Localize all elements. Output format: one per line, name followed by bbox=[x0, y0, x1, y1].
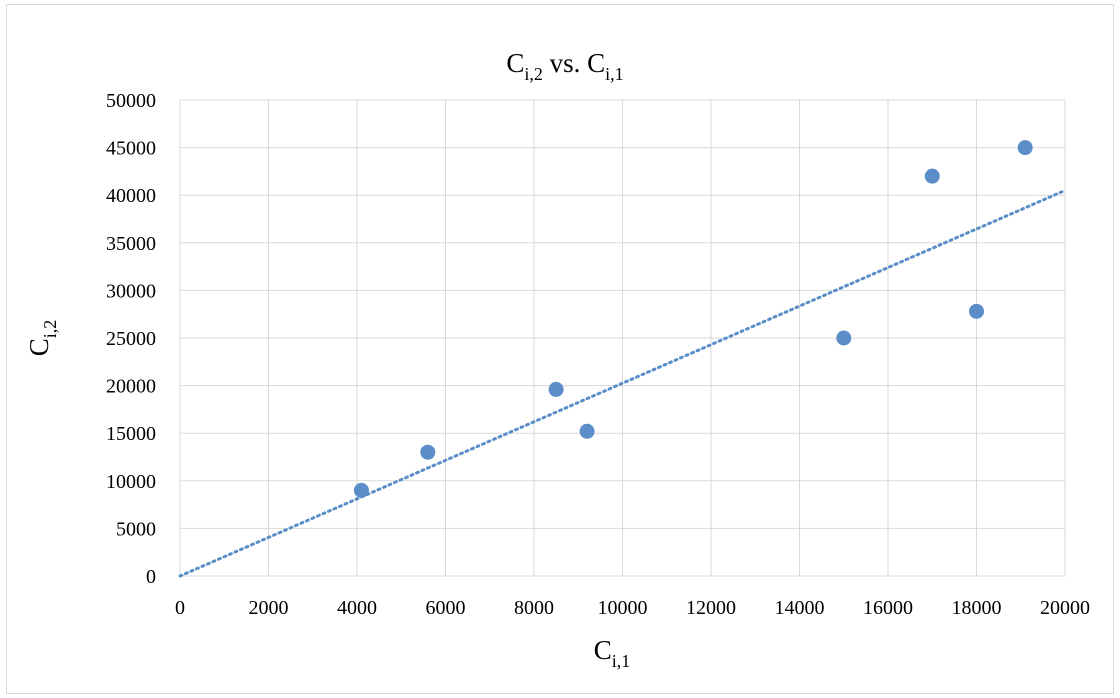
x-tick-label: 0 bbox=[175, 597, 185, 619]
y-tick-label: 15000 bbox=[106, 423, 156, 445]
data-point bbox=[1017, 140, 1033, 156]
y-tick-label: 40000 bbox=[106, 185, 156, 207]
x-tick-label: 8000 bbox=[514, 597, 554, 619]
gridlines bbox=[179, 99, 1066, 577]
x-tick-label: 16000 bbox=[863, 597, 913, 619]
y-tick-label: 0 bbox=[146, 566, 156, 588]
x-tick-label: 10000 bbox=[598, 597, 648, 619]
data-point bbox=[969, 303, 984, 319]
y-tick-label: 50000 bbox=[106, 90, 156, 112]
data-point bbox=[924, 168, 940, 184]
y-tick-label: 35000 bbox=[106, 233, 156, 255]
x-tick-label: 18000 bbox=[952, 597, 1002, 619]
data-point bbox=[353, 482, 369, 498]
y-tick-label: 10000 bbox=[106, 471, 156, 493]
y-tick-label: 20000 bbox=[106, 376, 156, 398]
chart-area bbox=[6, 4, 1114, 694]
x-tick-label: 12000 bbox=[686, 597, 736, 619]
data-point bbox=[420, 444, 436, 460]
chart-title: Ci,2 vs. Ci,1 bbox=[506, 48, 623, 84]
x-tick-labels: 0 2000 4000 6000 8000 10000 12000 14000 16000 180… bbox=[175, 597, 1090, 619]
y-tick-label: 5000 bbox=[116, 518, 156, 540]
y-tick-label: 30000 bbox=[106, 280, 156, 302]
trendline bbox=[178, 188, 1067, 578]
x-tick-label: 14000 bbox=[775, 597, 825, 619]
data-point bbox=[548, 381, 564, 397]
y-tick-labels: 0 5000 10000 15000 20000 25000 30000 35000 40000… bbox=[106, 90, 156, 588]
x-tick-label: 20000 bbox=[1040, 597, 1090, 619]
data-point bbox=[836, 330, 852, 346]
x-axis-title: Ci,1 bbox=[594, 635, 631, 671]
y-tick-label: 25000 bbox=[106, 328, 156, 350]
data-points bbox=[353, 140, 1033, 498]
y-axis-title: Ci,2 bbox=[24, 320, 60, 357]
trendline-layer bbox=[178, 188, 1067, 578]
x-tick-label: 2000 bbox=[249, 597, 289, 619]
x-tick-label: 4000 bbox=[337, 597, 377, 619]
data-point bbox=[579, 423, 595, 439]
y-tick-label: 45000 bbox=[106, 138, 156, 160]
x-tick-label: 6000 bbox=[426, 597, 466, 619]
